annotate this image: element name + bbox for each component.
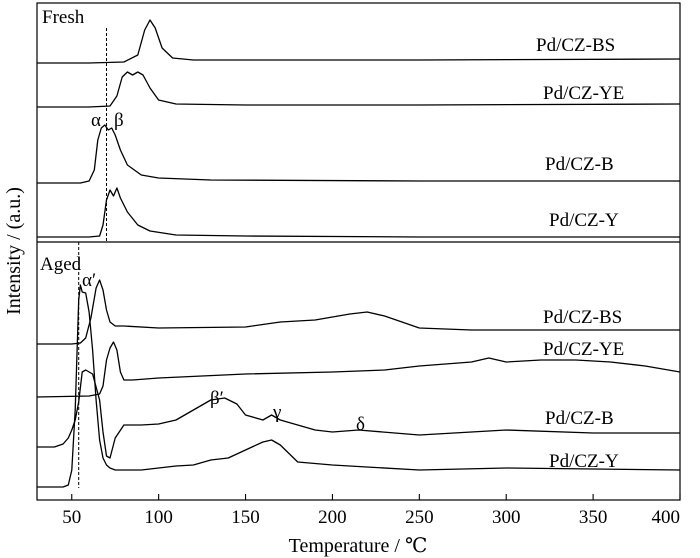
annotation-alpha-prime: α′: [82, 270, 96, 291]
x-tick-label-200: 200: [318, 507, 347, 528]
curves-group: [36, 19, 681, 488]
y-axis-title: Intensity / (a.u.): [3, 187, 25, 315]
series-line-aged-3: [37, 284, 681, 488]
series-line-fresh-1: [37, 71, 681, 108]
x-axis-title: Temperature / ℃: [289, 535, 428, 557]
annotation-beta: β: [114, 110, 124, 131]
series-label-fresh-y: Pd/CZ-Y: [549, 210, 619, 231]
series-label-fresh-bs: Pd/CZ-BS: [536, 35, 615, 56]
x-tick-label-100: 100: [144, 507, 173, 528]
x-tick-label-250: 250: [405, 507, 434, 528]
x-tick-label-150: 150: [231, 507, 260, 528]
reference-lines: [78, 28, 108, 488]
annotation-alpha: α: [91, 110, 101, 131]
x-tick-label-350: 350: [579, 507, 608, 528]
series-label-aged-y: Pd/CZ-Y: [549, 451, 619, 472]
series-line-aged-2: [37, 369, 680, 459]
series-line-fresh-2: [37, 124, 680, 184]
series-label-aged-ye: Pd/CZ-YE: [543, 339, 624, 360]
annotation-gamma: γ: [272, 402, 281, 423]
plot-frame: [36, 2, 681, 501]
annotation-delta: δ: [356, 414, 365, 435]
series-label-fresh-ye: Pd/CZ-YE: [543, 83, 624, 104]
series-line-fresh-0: [37, 19, 681, 64]
x-axis-ticks: 50 100 150 200 250 300 350 400: [62, 494, 681, 528]
series-line-aged-0: [37, 279, 680, 345]
x-tick-label-400: 400: [652, 507, 681, 528]
panel-label-fresh: Fresh: [42, 7, 85, 28]
series-label-aged-b: Pd/CZ-B: [545, 408, 614, 429]
x-tick-label-50: 50: [62, 507, 81, 528]
x-tick-label-300: 300: [492, 507, 521, 528]
series-line-aged-1: [36, 341, 681, 398]
series-label-fresh-b: Pd/CZ-B: [545, 154, 614, 175]
series-label-aged-bs: Pd/CZ-BS: [543, 307, 622, 328]
panel-label-aged: Aged: [40, 254, 82, 275]
series-line-fresh-3: [37, 187, 680, 238]
